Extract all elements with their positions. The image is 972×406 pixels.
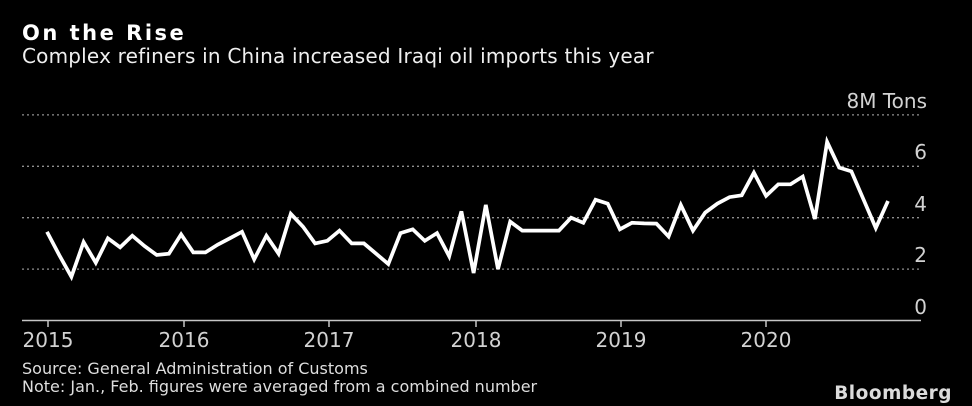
chart-title: On the Rise [22, 21, 187, 45]
data-line-iraq-oil-imports [45, 135, 890, 282]
y-axis-unit-label: 8M Tons [846, 89, 928, 113]
x-axis-label-2018: 2018 [450, 328, 502, 352]
source-text: Source: General Administration of Custom… [22, 359, 368, 378]
x-axis-label-2017: 2017 [303, 328, 355, 352]
chart-subtitle: Complex refiners in China increased Iraq… [22, 44, 654, 68]
x-axis-label-2019: 2019 [595, 328, 647, 352]
x-axis-label-2020: 2020 [740, 328, 792, 352]
bloomberg-logo: Bloomberg [834, 383, 952, 404]
x-axis-label-2015: 2015 [22, 328, 74, 352]
x-axis-label-2016: 2016 [158, 328, 210, 352]
y-axis-label-2: 2 [914, 243, 927, 268]
y-axis-label-6: 6 [914, 140, 927, 165]
y-axis-label-0: 0 [914, 294, 927, 319]
y-axis-label-4: 4 [914, 191, 927, 216]
note-text: Note: Jan., Feb. figures were averaged f… [22, 377, 538, 396]
